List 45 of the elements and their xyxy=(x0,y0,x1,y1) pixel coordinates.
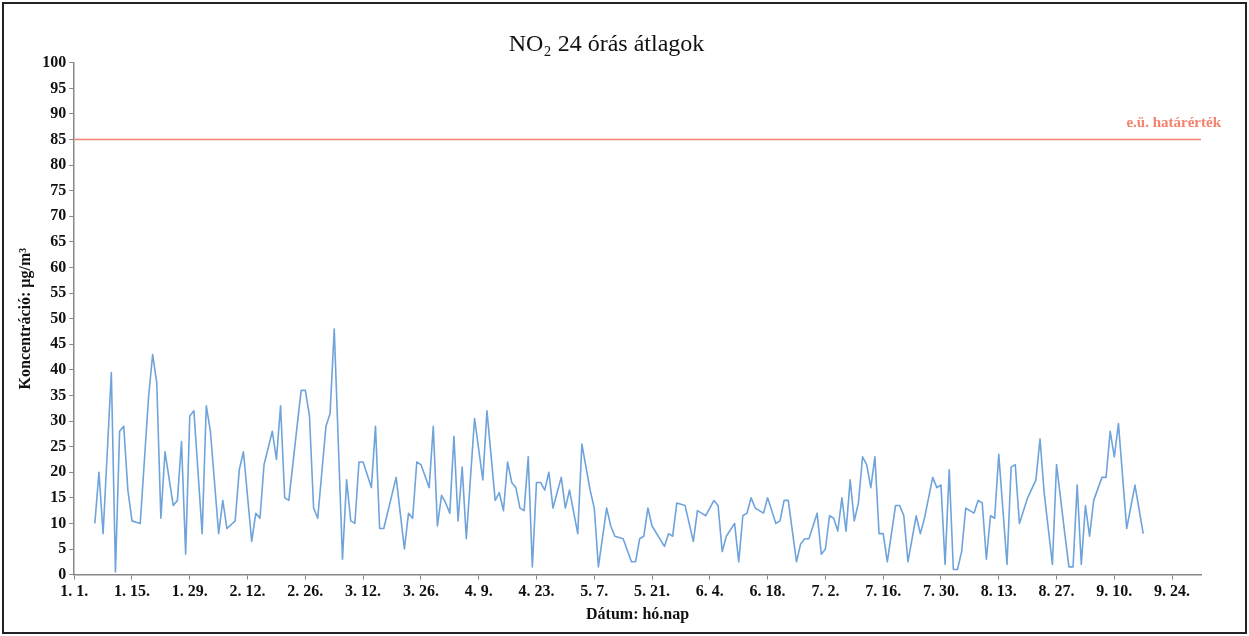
y-tick-label: 30 xyxy=(50,411,67,429)
x-tick-label: 3. 12. xyxy=(345,582,382,600)
y-tick-label: 10 xyxy=(50,513,67,531)
x-tick-label: 9. 24. xyxy=(1154,582,1191,600)
x-tick-label: 5. 21. xyxy=(634,582,671,600)
x-tick-label: 7. 2. xyxy=(811,582,840,600)
x-axis-title: Dátum: hó.nap xyxy=(586,604,690,623)
y-tick-label: 65 xyxy=(50,232,67,250)
x-tick-label: 7. 16. xyxy=(865,582,902,600)
y-tick-label: 80 xyxy=(50,155,67,173)
x-tick-label: 3. 26. xyxy=(402,582,439,600)
y-tick-label: 15 xyxy=(50,487,67,505)
y-tick-label: 75 xyxy=(50,180,67,198)
y-tick-label: 35 xyxy=(50,385,67,403)
x-tick-label: 4. 9. xyxy=(464,582,493,600)
x-tick-label: 9. 10. xyxy=(1096,582,1133,600)
x-tick-label: 5. 7. xyxy=(580,582,609,600)
y-tick-label: 70 xyxy=(50,206,67,224)
x-tick-label: 6. 18. xyxy=(749,582,786,600)
y-tick-label: 40 xyxy=(50,360,67,378)
y-tick-label: 0 xyxy=(58,564,67,582)
y-tick-label: 20 xyxy=(50,462,67,480)
ref-line-label: e.ü. határérték xyxy=(1126,113,1222,130)
y-tick-label: 90 xyxy=(50,104,67,122)
x-tick-label: 1. 15. xyxy=(113,582,150,600)
x-tick-label: 2. 12. xyxy=(229,582,266,600)
x-tick-label: 1. 29. xyxy=(171,582,208,600)
y-tick-label: 100 xyxy=(42,52,67,70)
chart-title: NO₂ 24 órás átlagok xyxy=(508,29,705,56)
y-tick-label: 25 xyxy=(50,436,67,454)
y-axis-title: Koncentráció: µg/m³ xyxy=(15,247,34,390)
x-tick-label: 2. 26. xyxy=(287,582,324,600)
x-tick-label: 6. 4. xyxy=(695,582,724,600)
y-tick-label: 5 xyxy=(58,539,67,557)
y-tick-label: 45 xyxy=(50,334,67,352)
x-tick-label: 8. 27. xyxy=(1038,582,1075,600)
y-tick-label: 60 xyxy=(50,257,67,275)
y-tick-label: 95 xyxy=(50,78,67,96)
x-tick-label: 4. 23. xyxy=(518,582,555,600)
x-tick-label: 8. 13. xyxy=(980,582,1017,600)
y-tick-label: 55 xyxy=(50,283,67,301)
x-tick-label: 7. 30. xyxy=(922,582,959,600)
y-tick-label: 85 xyxy=(50,129,67,147)
y-tick-label: 50 xyxy=(50,308,67,326)
x-tick-label: 1. 1. xyxy=(60,582,89,600)
